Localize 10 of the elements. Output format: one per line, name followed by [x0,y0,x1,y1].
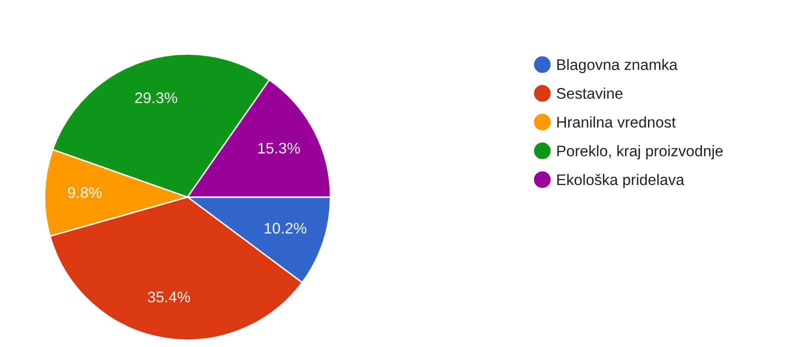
legend-label: Poreklo, kraj proizvodnje [557,145,723,160]
data-label: 15.3% [258,142,300,154]
data-label: 35.4% [148,292,190,302]
data-label: 10.2% [264,222,306,234]
legend-label: Blagovna znamka [557,58,678,74]
data-label: 9.8% [68,187,102,198]
legend-label: Hranilna vrednost [557,116,676,128]
legend-label: Ekološka pridelava [557,174,684,188]
data-label: 29.3% [135,92,178,104]
legend-label: Sestavine [556,88,622,99]
